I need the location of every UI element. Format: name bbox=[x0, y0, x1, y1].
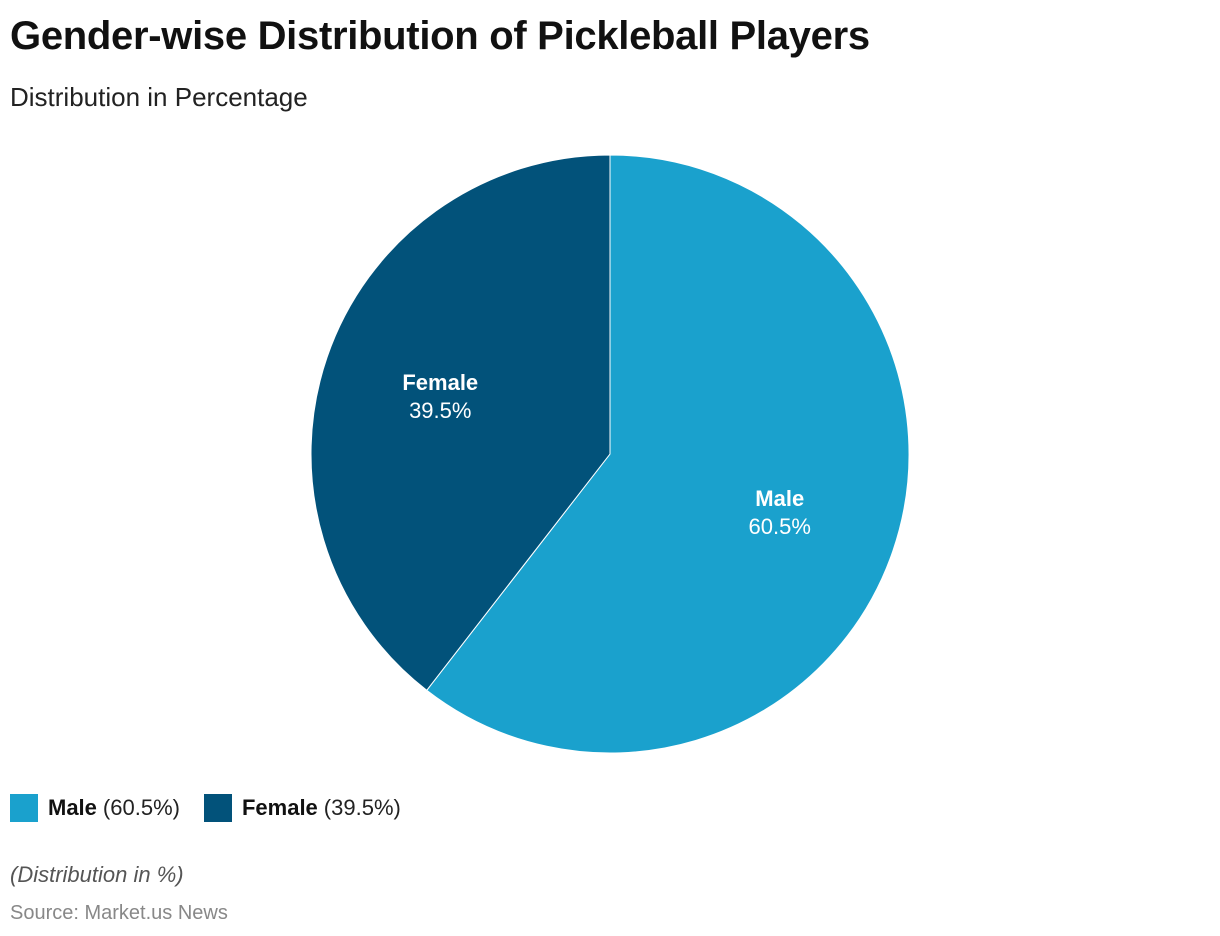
legend-value-male: (60.5%) bbox=[102, 795, 180, 820]
legend-item-male[interactable]: Male (60.5%) bbox=[10, 793, 180, 823]
pie-slices bbox=[310, 154, 910, 754]
chart-legend: Male (60.5%) Female (39.5%) bbox=[10, 793, 401, 823]
chart-title: Gender-wise Distribution of Pickleball P… bbox=[10, 14, 870, 58]
legend-label-male: Male bbox=[48, 795, 97, 820]
slice-label-female: Female bbox=[402, 370, 478, 395]
pie-chart: Male 60.5% Female 39.5% bbox=[310, 154, 910, 754]
pie-slice-female[interactable] bbox=[310, 154, 611, 691]
chart-note: (Distribution in %) bbox=[10, 862, 184, 887]
chart-subtitle: Distribution in Percentage bbox=[10, 82, 308, 112]
chart-source: Source: Market.us News bbox=[10, 902, 228, 924]
pie-labels: Male 60.5% Female 39.5% bbox=[402, 370, 811, 539]
pie-slice-male[interactable] bbox=[426, 154, 910, 754]
legend-label-female: Female bbox=[241, 795, 318, 820]
slice-value-male: 60.5% bbox=[749, 514, 811, 539]
legend-value-female: (39.5%) bbox=[323, 795, 401, 820]
legend-item-female[interactable]: Female (39.5%) bbox=[203, 793, 401, 823]
slice-value-female: 39.5% bbox=[409, 398, 471, 423]
slice-label-male: Male bbox=[755, 486, 804, 511]
legend-swatch-male bbox=[10, 794, 38, 822]
legend-swatch-female bbox=[203, 794, 232, 822]
